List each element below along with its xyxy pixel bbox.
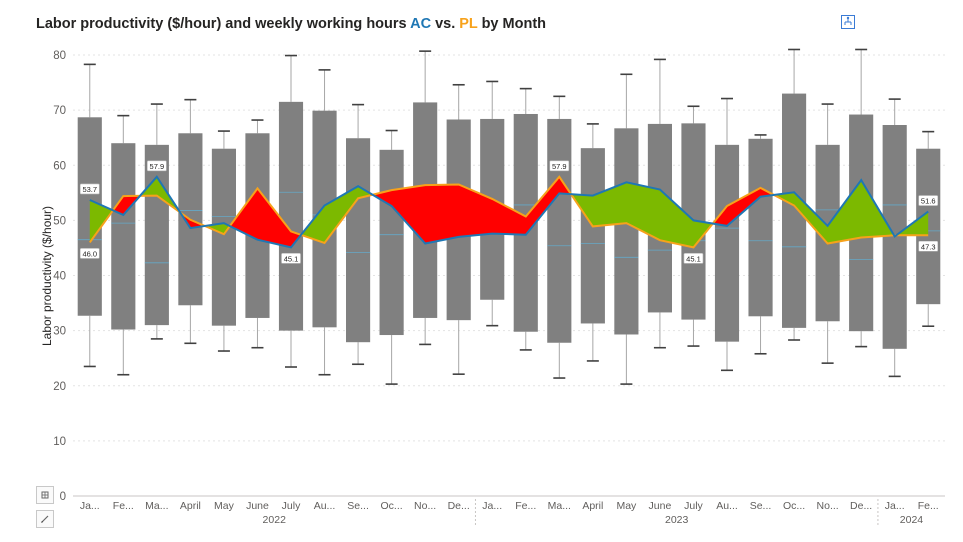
axis-layer: 0 10 20 30 40 50 60 70 80 Ja... Fe... Ma... April May… (53, 50, 945, 526)
x-tick-label: Ma... (548, 500, 571, 512)
x-tick-label: Ma... (145, 500, 168, 512)
x-tick-label: May (214, 500, 235, 512)
data-label-box (79, 248, 100, 259)
year-label: 2024 (900, 514, 924, 526)
data-label: 51.6 (921, 197, 936, 206)
data-label: 57.9 (150, 162, 165, 171)
box (144, 144, 169, 326)
y-tick-label: 10 (53, 436, 66, 448)
variance-negative-area (372, 176, 571, 244)
x-tick-label: July (684, 500, 703, 512)
y-tick-label: 60 (53, 160, 66, 172)
data-label-box (918, 240, 939, 252)
y-tick-label: 0 (60, 491, 66, 503)
data-label-layer: 53.7 46.0 57.9 45.1 57.9 45.1 51.6 47.3 (79, 160, 939, 264)
y-tick-label: 40 (53, 271, 66, 283)
side-edit-button[interactable] (36, 510, 54, 528)
grid-layer (73, 54, 945, 442)
data-label-box (918, 195, 939, 206)
x-tick-label: May (616, 500, 637, 512)
year-label: 2023 (665, 514, 689, 526)
data-label: 47.3 (921, 242, 936, 251)
side-grid-button[interactable] (36, 486, 54, 504)
data-label-box (549, 160, 570, 172)
variance-positive-area (301, 186, 373, 243)
x-tick-label: De... (448, 500, 470, 512)
box (346, 138, 371, 343)
data-label: 45.1 (284, 254, 299, 263)
data-label-box (147, 160, 167, 172)
title-vs: vs. (431, 16, 460, 32)
year-label: 2022 (263, 514, 287, 526)
variance-positive-area (571, 182, 713, 248)
y-axis-label: Labor productivity ($/hour) (40, 206, 54, 346)
x-tick-label: Oc... (381, 500, 403, 512)
box (714, 144, 740, 342)
x-tick-label: Fe... (515, 500, 536, 512)
title-suffix: by Month (477, 16, 547, 32)
box (379, 149, 404, 336)
x-tick-label: June (649, 500, 672, 512)
x-tick-label: June (246, 500, 269, 512)
variance-positive-area (89, 200, 113, 243)
hierarchy-icon (844, 16, 852, 25)
x-tick-label: Ja... (482, 500, 502, 512)
data-label-box (79, 183, 100, 195)
variance-negative-area (113, 195, 141, 215)
title-ac: AC (410, 16, 432, 32)
x-tick-label: April (582, 500, 603, 512)
x-tick-label: No... (817, 500, 839, 512)
x-tick-label: Se... (347, 500, 369, 512)
x-tick-label: Au... (716, 500, 738, 512)
title-prefix: Labor productivity ($/hour) and weekly w… (36, 16, 411, 32)
box (580, 148, 605, 324)
x-tick-label: April (180, 500, 201, 512)
x-tick-label: Au... (314, 500, 336, 512)
x-tick-label: Ja... (80, 500, 100, 512)
box (111, 143, 136, 330)
data-label-box (281, 253, 301, 264)
x-tick-label: Se... (750, 500, 772, 512)
x-tick-label: Fe... (113, 500, 134, 512)
ac-series-line (89, 175, 929, 249)
box (547, 118, 572, 343)
chart-title: Labor productivity ($/hour) and weekly w… (36, 16, 546, 32)
box (614, 128, 639, 335)
data-label: 45.1 (686, 254, 701, 263)
box (748, 138, 773, 317)
x-tick-label: De... (850, 500, 872, 512)
x-tick-label: Fe... (918, 500, 939, 512)
grid-icon (41, 491, 49, 499)
y-tick-label: 30 (53, 326, 66, 338)
box (211, 148, 236, 326)
data-label: 53.7 (82, 185, 97, 194)
hierarchy-button[interactable] (841, 15, 855, 29)
data-label: 46.0 (82, 249, 97, 258)
data-label: 57.9 (552, 162, 567, 171)
y-tick-label: 80 (53, 50, 66, 62)
y-tick-label: 70 (53, 105, 66, 117)
variance-positive-area (774, 180, 895, 244)
box (278, 101, 304, 331)
title-pl: PL (459, 16, 478, 32)
x-tick-label: No... (414, 500, 436, 512)
x-tick-label: Oc... (783, 500, 805, 512)
y-tick-label: 50 (53, 215, 66, 227)
x-tick-label: Ja... (885, 500, 905, 512)
y-tick-label: 20 (53, 381, 66, 393)
line-layer (88, 175, 929, 249)
data-label-box (683, 253, 704, 264)
pencil-icon (41, 515, 49, 523)
x-tick-label: July (282, 500, 301, 512)
